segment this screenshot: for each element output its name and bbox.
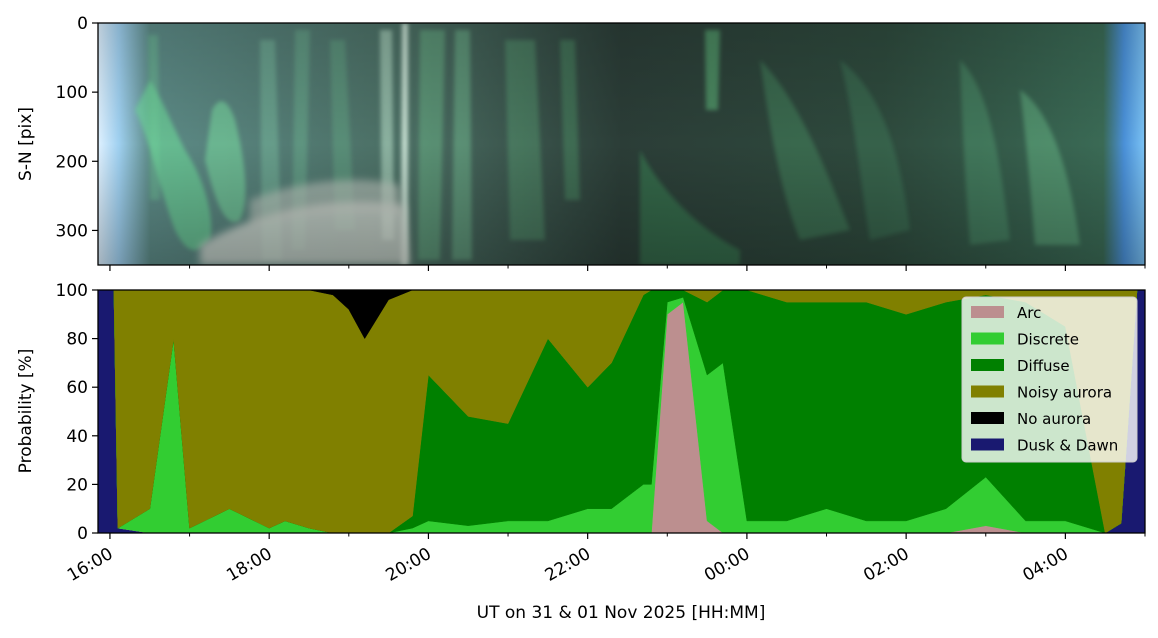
- probability-x-tick-label: 02:00: [860, 544, 912, 586]
- keogram-y-label: S-N [pix]: [16, 107, 36, 181]
- keogram-x-ticks: [109, 265, 1146, 271]
- series-area-diffuse: [98, 290, 1145, 533]
- legend-swatch: [971, 359, 1004, 371]
- legend-swatch: [971, 385, 1004, 398]
- probability-areas: [98, 290, 1145, 533]
- legend: Arc Discrete Diffuse Noisy aurora No aurora D…: [961, 296, 1138, 463]
- probability-frame: [97, 289, 1146, 534]
- probability-x-tick-label: 20:00: [382, 544, 434, 586]
- legend-swatch: [971, 306, 1004, 318]
- probability-y-tick-label: 60: [66, 378, 88, 398]
- probability-y-label: Probability [%]: [16, 349, 36, 474]
- keogram-y-tick-label: 300: [56, 221, 88, 241]
- keogram-y-axis: 0 100 200 300: [56, 14, 98, 241]
- probability-x-tick-label: 16:00: [64, 544, 116, 586]
- probability-x-tick-label: 04:00: [1019, 544, 1071, 586]
- legend-label: Dusk & Dawn: [1017, 437, 1118, 455]
- legend-box: [961, 296, 1138, 463]
- probability-y-tick-label: 20: [66, 475, 88, 495]
- legend-label: Arc: [1017, 304, 1041, 322]
- series-area-no-aurora: [98, 290, 1145, 340]
- probability-x-tick-label: 18:00: [223, 544, 275, 586]
- legend-swatch: [971, 412, 1004, 424]
- keogram-frame: [97, 22, 1146, 266]
- keogram-vertical-shade: [98, 23, 1145, 265]
- keogram-y-tick-label: 0: [77, 14, 88, 34]
- keogram-image: [98, 23, 1145, 265]
- probability-x-tick-label: 22:00: [542, 544, 594, 586]
- probability-y-tick-label: 100: [56, 281, 88, 301]
- keogram-y-tick-label: 200: [56, 152, 88, 172]
- legend-label: Noisy aurora: [1017, 384, 1112, 402]
- x-axis-label: UT on 31 & 01 Nov 2025 [HH:MM]: [477, 603, 766, 623]
- probability-y-tick-label: 40: [66, 427, 88, 447]
- legend-swatch: [971, 332, 1004, 345]
- legend-label: Discrete: [1017, 331, 1079, 349]
- probability-y-tick-label: 0: [77, 524, 88, 544]
- probability-y-axis: 0 20 40 60 80 100: [56, 281, 98, 544]
- probability-y-tick-label: 80: [66, 330, 88, 350]
- keogram-y-tick-label: 100: [56, 83, 88, 103]
- legend-swatch: [971, 438, 1004, 451]
- legend-label: Diffuse: [1017, 357, 1070, 375]
- keogram-panel: 0 100 200 300 S-N [pix]: [16, 14, 1146, 271]
- legend-label: No aurora: [1017, 410, 1091, 428]
- probability-x-axis: 16:00 18:00 20:00 22:00 00:00 02:00 04:00: [64, 533, 1146, 586]
- probability-x-tick-label: 00:00: [701, 544, 753, 586]
- probability-panel: 0 20 40 60 80 100 16:00 18:00 20:00 22:00 00:00 02…: [16, 281, 1146, 623]
